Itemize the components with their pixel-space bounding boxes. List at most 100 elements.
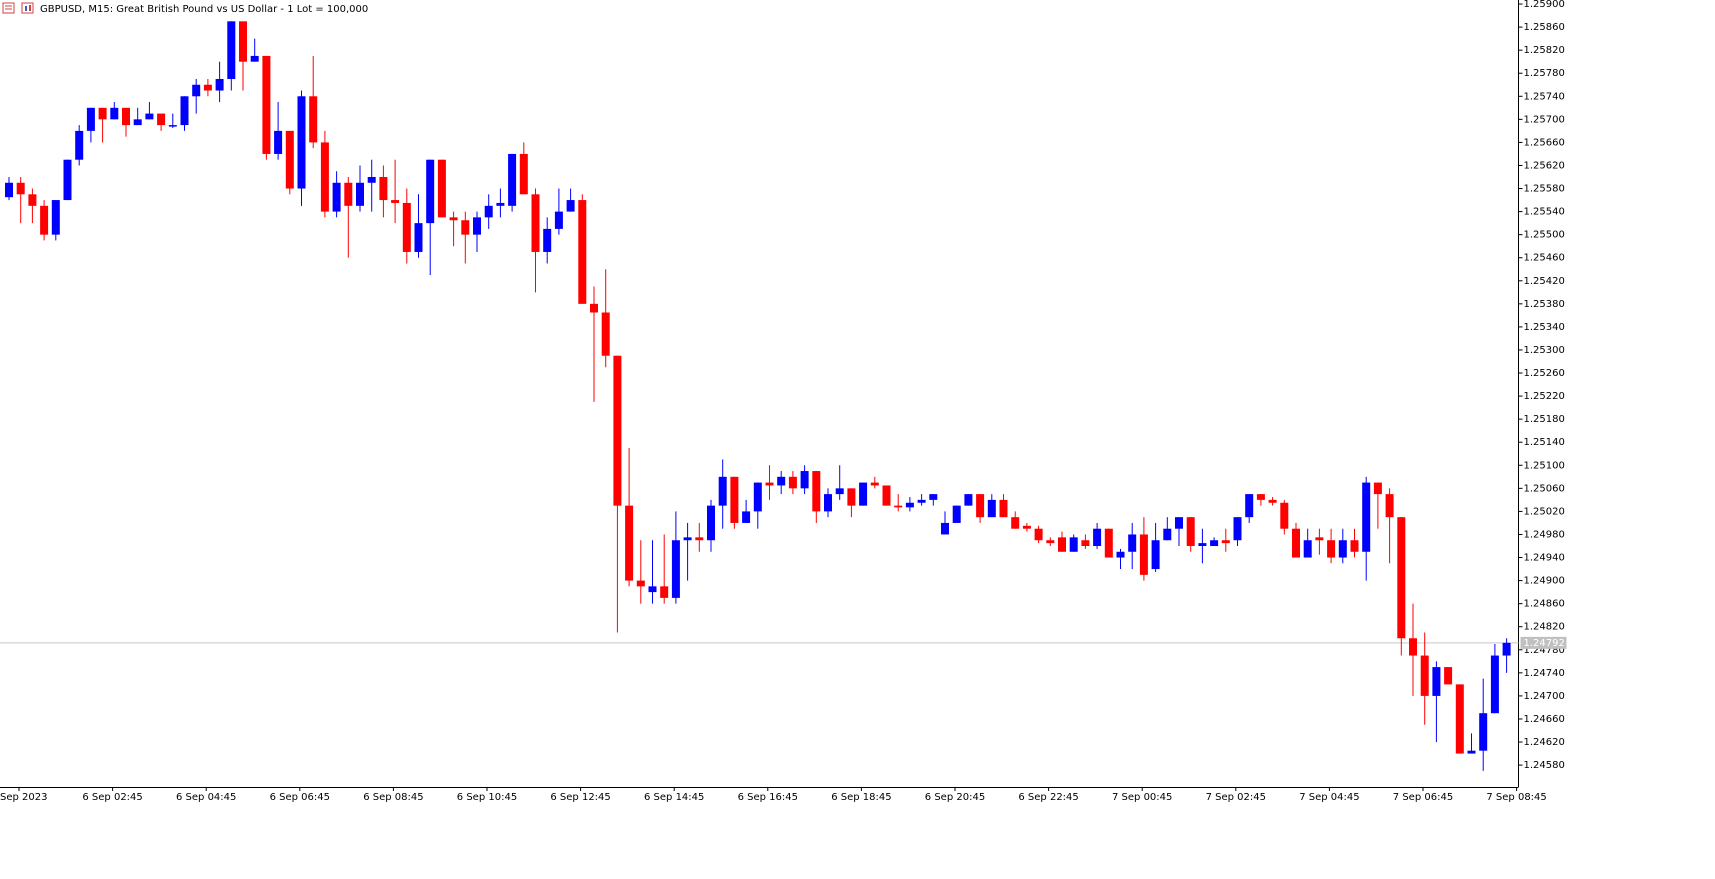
y-tick-label: 1.24740 (1524, 668, 1565, 679)
candle-body (1116, 551, 1125, 558)
candle-body (987, 499, 996, 518)
y-tick-label: 1.24620 (1524, 737, 1565, 748)
candle-body (1479, 713, 1488, 751)
candle-body (133, 119, 142, 126)
candle-body (800, 471, 809, 489)
candle-body (1444, 667, 1453, 685)
x-tick-label: 6 Sep 10:45 (457, 792, 517, 803)
y-tick-label: 1.25460 (1524, 253, 1565, 264)
candle-body (1022, 525, 1031, 529)
candle-body (1455, 684, 1464, 754)
candle-body (285, 130, 294, 189)
y-tick-label: 1.25500 (1524, 230, 1565, 241)
x-tick-label: 6 Sep 04:45 (176, 792, 236, 803)
candle-body (554, 211, 563, 229)
candle-body (63, 159, 72, 201)
candle-body (671, 540, 680, 598)
candle-body (86, 107, 95, 131)
y-tick-label: 1.24700 (1524, 691, 1565, 702)
candle-body (1093, 528, 1102, 546)
candle-body (122, 107, 130, 126)
x-tick-label: 7 Sep 00:45 (1112, 792, 1172, 803)
candle-body (976, 494, 985, 518)
candle-body (870, 482, 879, 486)
candle-body (297, 96, 306, 189)
y-tick-label: 1.25220 (1524, 391, 1565, 402)
y-tick-label: 1.24780 (1524, 645, 1565, 656)
candle-body (613, 355, 622, 506)
candle-body (28, 194, 37, 206)
candle-body (367, 177, 376, 183)
candle-body (765, 482, 774, 486)
candle-body (1280, 502, 1289, 529)
y-tick-label: 1.24940 (1524, 553, 1565, 564)
x-tick-label: 7 Sep 04:45 (1299, 792, 1359, 803)
candle-body (590, 303, 598, 313)
icon-chart (21, 2, 34, 14)
y-tick-label: 1.25340 (1524, 322, 1565, 333)
candle-body (344, 182, 353, 206)
candle-body (578, 200, 587, 304)
y-tick-label: 1.25260 (1524, 368, 1565, 379)
icon-list (2, 2, 15, 14)
candle-body (1069, 537, 1078, 552)
candle-body (75, 130, 84, 160)
candle-body (203, 84, 212, 91)
candle-body (519, 153, 528, 195)
candle-body (473, 217, 481, 235)
candle-body (1198, 543, 1207, 546)
candle-body (437, 159, 446, 218)
y-tick-label: 1.25700 (1524, 114, 1565, 125)
candle-body (1432, 667, 1441, 696)
candle-body (929, 494, 938, 500)
candle-body (192, 84, 201, 97)
candle-body (660, 586, 669, 598)
candle-body (730, 476, 739, 523)
x-tick-label: 6 Sep 18:45 (831, 792, 891, 803)
y-tick-label: 1.25100 (1524, 460, 1565, 471)
candle-body (426, 159, 435, 224)
candle-body (1034, 528, 1043, 541)
candle-body (508, 153, 517, 206)
candle-body (636, 580, 645, 587)
candle-body (718, 476, 727, 506)
candle-body (1011, 517, 1020, 529)
x-tick-label: 6 Sep 20:45 (925, 792, 985, 803)
y-tick-label: 1.25380 (1524, 299, 1565, 310)
candle-body (1397, 517, 1406, 639)
y-tick-label: 1.25060 (1524, 483, 1565, 494)
candle-body (379, 177, 388, 201)
x-tick-label: 6 Sep 06:45 (270, 792, 330, 803)
x-tick-label: 6 Sep 14:45 (644, 792, 704, 803)
candle-body (1420, 655, 1429, 696)
candle-body (1268, 499, 1277, 503)
candle-body (1409, 638, 1417, 656)
candle-body (1256, 494, 1265, 500)
candle-body (777, 476, 786, 486)
candle-body (812, 471, 821, 512)
candle-body (1128, 534, 1137, 552)
y-tick-label: 1.25140 (1524, 437, 1565, 448)
candle-body (788, 476, 797, 489)
candle-body (1490, 655, 1499, 714)
candle-body (51, 200, 60, 235)
candle-body (1373, 482, 1382, 495)
y-tick-label: 1.25540 (1524, 207, 1565, 218)
candle-body (905, 502, 914, 508)
last-price-label: 1.24792 (1524, 638, 1565, 649)
candle-body (1186, 517, 1195, 546)
candle-body (320, 142, 329, 212)
candle-body (145, 113, 154, 120)
candle-body (1362, 482, 1371, 552)
icon-bar (25, 6, 27, 11)
candle-body (1221, 540, 1230, 544)
candle-body (1303, 540, 1312, 558)
y-tick-label: 1.24580 (1524, 760, 1565, 771)
y-tick-label: 1.25300 (1524, 345, 1565, 356)
candle-body (753, 482, 762, 512)
x-tick-label: 7 Sep 02:45 (1206, 792, 1266, 803)
candle-body (707, 505, 715, 541)
candle-body (917, 499, 926, 503)
